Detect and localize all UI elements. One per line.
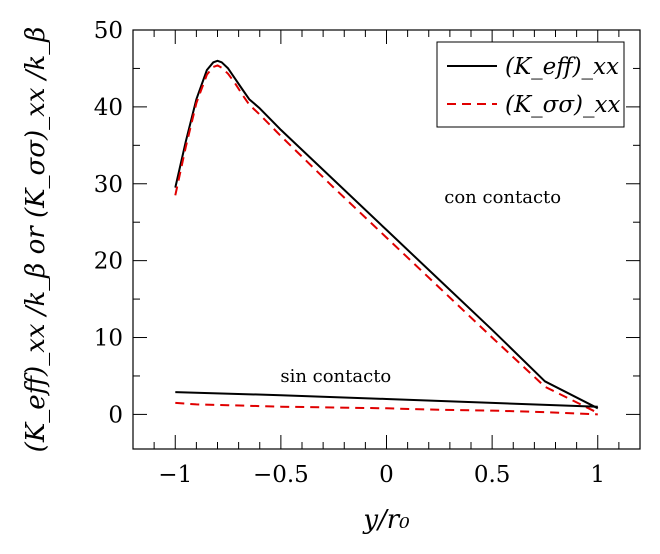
x-axis-label: y/r₀	[362, 505, 410, 535]
annotation: con contacto	[444, 187, 561, 208]
series-line	[175, 391, 598, 408]
plot-frame	[132, 29, 641, 450]
x-tick-label: −0.5	[253, 462, 309, 488]
y-tick-label: 30	[94, 172, 123, 198]
series-line	[174, 64, 599, 414]
x-tick-label: 1	[590, 462, 605, 488]
series-layer	[174, 59, 599, 416]
annotations-layer: con contacto sin contacto	[280, 187, 561, 387]
annotation: sin contacto	[280, 366, 391, 387]
legend-label: (K_σσ)_xx	[505, 92, 621, 118]
x-tick-label: 0	[379, 462, 394, 488]
series-line	[175, 401, 598, 416]
y-axis-label: (K_eff)_xx /k_β or (K_σσ)_xx /k_β	[21, 27, 51, 453]
legend-box	[436, 41, 625, 128]
y-tick-label: 10	[94, 326, 123, 352]
legend: (K_eff)_xx (K_σσ)_xx	[436, 41, 625, 128]
legend-label: (K_eff)_xx	[505, 54, 619, 80]
x-tick-label: 0.5	[474, 462, 511, 488]
y-tick-label: 40	[94, 95, 123, 121]
y-tick-label: 50	[94, 18, 123, 44]
y-tick-label: 0	[108, 402, 123, 428]
series-line	[174, 59, 599, 410]
y-tick-label: 20	[94, 249, 123, 275]
x-tick-label: −1	[158, 462, 192, 488]
